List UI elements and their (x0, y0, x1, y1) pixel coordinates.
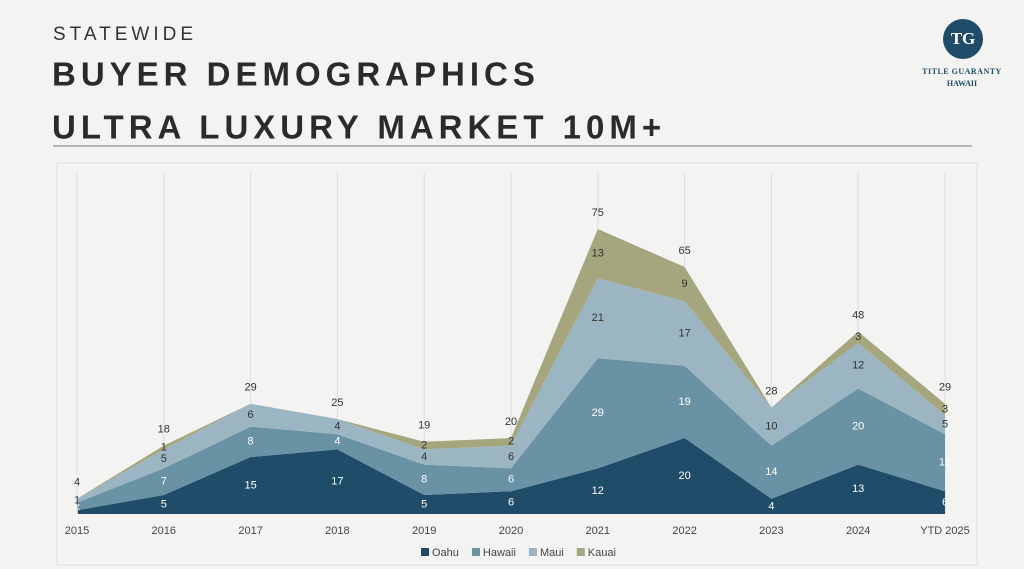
legend-label: Hawaii (483, 547, 516, 559)
area (77, 278, 945, 503)
total-label: 4 (74, 477, 80, 489)
data-label: 3 (855, 331, 861, 343)
kicker: STATEWIDE (53, 24, 197, 45)
data-label: 4 (334, 421, 340, 433)
total-label: 29 (244, 382, 256, 394)
total-label: 65 (678, 245, 690, 257)
legend-swatch (471, 548, 480, 556)
x-tick-label: 2016 (152, 525, 176, 537)
data-label: 13 (852, 483, 864, 495)
data-label: 12 (852, 360, 864, 372)
total-label: 48 (852, 310, 864, 322)
data-label: 1 (74, 506, 80, 518)
data-label: 21 (592, 312, 604, 324)
x-tick-label: 2020 (499, 525, 523, 537)
data-label: 19 (678, 396, 690, 408)
data-label: 7 (161, 476, 167, 488)
data-label: 9 (682, 278, 688, 290)
legend-label: Kauai (588, 547, 616, 559)
x-tick-label: 2022 (672, 525, 696, 537)
logo-mark (943, 19, 983, 59)
logo-initials: TG (951, 29, 976, 48)
data-label: 2 (421, 440, 427, 452)
title: ULTRA LUXURY MARKET 10M+ (52, 109, 666, 146)
area (77, 438, 945, 514)
total-label: 20 (505, 416, 517, 428)
data-label: 14 (765, 466, 777, 478)
data-label: 8 (248, 436, 254, 448)
data-label: 1 (161, 441, 167, 453)
data-label: 20 (852, 421, 864, 433)
total-label: 18 (158, 424, 170, 436)
data-label: 5 (161, 498, 167, 510)
x-tick-label: 2024 (846, 525, 870, 537)
total-label: 75 (592, 207, 604, 219)
data-label: 6 (508, 451, 514, 463)
data-label: 15 (939, 457, 951, 469)
data-label: 2 (508, 436, 514, 448)
x-tick-label: YTD 2025 (920, 525, 970, 537)
legend-swatch (421, 548, 429, 556)
data-label: 3 (942, 403, 948, 415)
chart-frame (56, 162, 978, 566)
area (77, 358, 945, 511)
data-label: 6 (508, 474, 514, 486)
data-label: 5 (942, 419, 948, 431)
data-label: 13 (592, 248, 604, 260)
x-tick-label: 2017 (238, 525, 262, 537)
data-label: 2 (74, 500, 80, 512)
data-label: 5 (161, 453, 167, 465)
x-tick-label: 2015 (65, 525, 89, 537)
x-tick-label: 2018 (325, 525, 349, 537)
data-label: 29 (592, 407, 604, 419)
x-tick-label: 2023 (759, 525, 783, 537)
data-label: 1 (74, 495, 80, 507)
data-label: 15 (244, 479, 256, 491)
data-label: 4 (334, 436, 340, 448)
area (77, 229, 945, 499)
legend-swatch (528, 548, 537, 556)
legend-label: Maui (540, 547, 564, 559)
data-label: 5 (421, 498, 427, 510)
total-label: 28 (765, 386, 777, 398)
total-label: 25 (331, 397, 343, 409)
total-label: 29 (939, 382, 951, 394)
logo-region: HAWAII (947, 79, 977, 88)
data-label: 6 (248, 409, 254, 421)
data-label: 17 (331, 476, 343, 488)
total-label: 19 (418, 420, 430, 432)
data-label: 6 (942, 497, 948, 509)
data-label: 12 (592, 485, 604, 497)
title: BUYER DEMOGRAPHICS (52, 56, 540, 93)
logo-name: TITLE GUARANTY (922, 67, 1002, 76)
data-label: 4 (768, 500, 774, 512)
x-tick-label: 2019 (412, 525, 436, 537)
data-label: 17 (678, 327, 690, 339)
data-label: 4 (421, 451, 427, 463)
data-label: 8 (421, 474, 427, 486)
legend-label: Oahu (432, 547, 459, 559)
data-label: 6 (508, 497, 514, 509)
data-label: 10 (765, 421, 777, 433)
data-label: 20 (678, 470, 690, 482)
x-tick-label: 2021 (586, 525, 610, 537)
legend-swatch (576, 548, 585, 556)
